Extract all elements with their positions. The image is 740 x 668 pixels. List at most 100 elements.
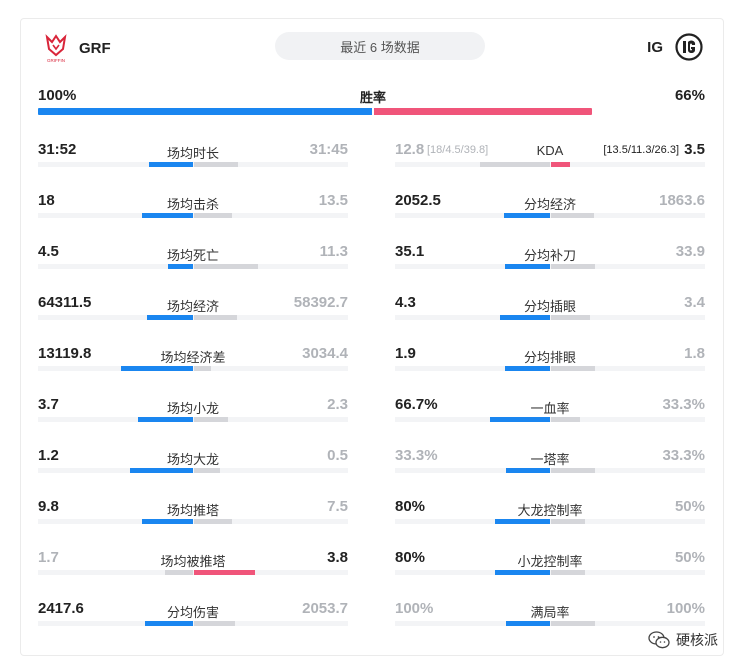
left-team-header[interactable]: GRIFFIN GRF [43,33,111,63]
stat-right-bar [551,315,591,320]
stat-bar-track [38,621,348,626]
left-stat-row: 64311.5 场均经济 58392.7 [38,294,348,324]
stat-right-value: 3034.4 [302,345,348,362]
stat-bar-track [395,213,705,218]
stat-label: 场均死亡 [166,248,219,263]
wechat-icon [648,631,670,649]
stat-label: 大龙控制率 [517,503,583,518]
stat-right-value: 33.3% [662,447,705,464]
stat-label: 小龙控制率 [517,554,583,569]
stat-label: KDA [536,143,564,158]
right-stat-row: 80% 小龙控制率 50% [395,549,705,579]
stat-right-value: 3.4 [684,294,705,311]
right-stat-row: 4.3 分均插眼 3.4 [395,294,705,324]
recent-matches-label[interactable]: 最近 6 场数据 [275,32,485,60]
stat-bar-track [395,366,705,371]
stat-left-bar [142,519,193,524]
stat-label: 场均时长 [166,146,219,161]
right-stat-row: 80% 大龙控制率 50% [395,498,705,528]
stat-bar-track [395,162,705,167]
stat-right-bar [194,519,233,524]
stat-left-bar [120,366,193,371]
left-stat-row: 31:52 场均时长 31:45 [38,141,348,171]
stat-right-value: 2.3 [327,396,348,413]
stat-right-bar [551,264,595,269]
griffin-logo-text: GRIFFIN [47,58,65,63]
stat-left-bar [494,570,550,575]
right-stat-row: 1.9 分均排眼 1.8 [395,345,705,375]
stat-right-value: 33.9 [675,243,705,260]
stat-bar-track [38,570,348,575]
stat-bar-track [395,417,705,422]
left-stat-row: 3.7 场均小龙 2.3 [38,396,348,426]
stat-left-value: 100% [395,600,434,617]
stat-left-value: 33.3% [395,447,438,464]
stat-right-bar [194,315,237,320]
stat-left-value: 1.2 [38,447,59,464]
stat-right-bar [194,366,211,371]
stat-right-bar [551,621,596,626]
stat-label: 分均补刀 [523,248,576,263]
right-stat-row: 100% 满局率 100% [395,600,705,630]
stat-left-bar [165,570,193,575]
win-rate-label: 胜率 [359,90,386,105]
stat-left-bar [137,417,193,422]
stat-left-value: 2417.6 [38,600,84,617]
left-team-name: GRF [79,39,111,57]
stat-right-bar [194,621,235,626]
left-stat-row: 9.8 场均推塔 7.5 [38,498,348,528]
stat-bar-track [38,315,348,320]
right-stat-row: 66.7% 一血率 33.3% [395,396,705,426]
stat-right-bar [194,417,228,422]
stat-right-bar [551,519,585,524]
left-stat-row: 13119.8 场均经济差 3034.4 [38,345,348,375]
stat-left-bar [490,417,550,422]
stat-right-bar [194,213,233,218]
stat-label: 场均被推塔 [160,554,226,569]
stat-right-bar [551,162,570,167]
stat-left-bar [142,213,193,218]
stat-left-value: 80% [395,498,426,515]
stat-left-value: 31:52 [38,141,77,158]
stat-label: 场均经济差 [160,350,226,365]
watermark-text: 硬核派 [676,632,718,648]
stat-label: 一塔率 [530,452,570,467]
stat-label: 场均推塔 [166,503,219,518]
stat-left-bar [146,315,193,320]
stat-left-bar [504,264,550,269]
stat-left-bar [148,162,193,167]
stat-left-bar [503,213,550,218]
stat-right-bar [194,468,220,473]
stat-right-value: 2053.7 [302,600,348,617]
stat-left-bar [168,264,193,269]
left-stat-row: 18 场均击杀 13.5 [38,192,348,222]
stat-left-value: 2052.5 [395,192,441,209]
right-team-header[interactable]: IG [647,33,703,61]
stat-right-value: 50% [674,498,705,515]
team-comparison-card: GRIFFIN GRF 最近 6 场数据 IG 100% 胜率 66% 31:5… [20,18,724,656]
griffin-logo: GRIFFIN [45,34,67,63]
stat-right-value: 3.8 [327,549,348,566]
stat-label: 场均大龙 [166,452,219,467]
stat-right-bar [194,264,259,269]
stat-left-subvalue: [18/4.5/39.8] [427,144,489,156]
stat-right-value: 58392.7 [293,294,348,311]
stat-label: 场均经济 [166,299,219,314]
stat-label: 场均小龙 [166,401,219,416]
win-rate-right-value: 66% [674,87,705,104]
stat-bar-track [38,366,348,371]
stat-label: 分均排眼 [523,350,576,365]
stat-left-value: 80% [395,549,426,566]
stat-label: 一血率 [530,401,570,416]
stat-bar-track [395,315,705,320]
stat-left-bar [129,468,193,473]
stat-left-bar [144,621,193,626]
stat-label: 分均伤害 [166,605,219,620]
right-stat-row: 12.8 [18/4.5/39.8] KDA 3.5 [13.5/11.3/26.3] [395,141,705,171]
stat-right-value: 7.5 [327,498,348,515]
stat-right-value: 13.5 [318,192,348,209]
stat-bar-track [395,264,705,269]
stat-left-bar [494,519,550,524]
stat-left-value: 66.7% [395,396,438,413]
stat-label: 分均插眼 [523,299,576,314]
